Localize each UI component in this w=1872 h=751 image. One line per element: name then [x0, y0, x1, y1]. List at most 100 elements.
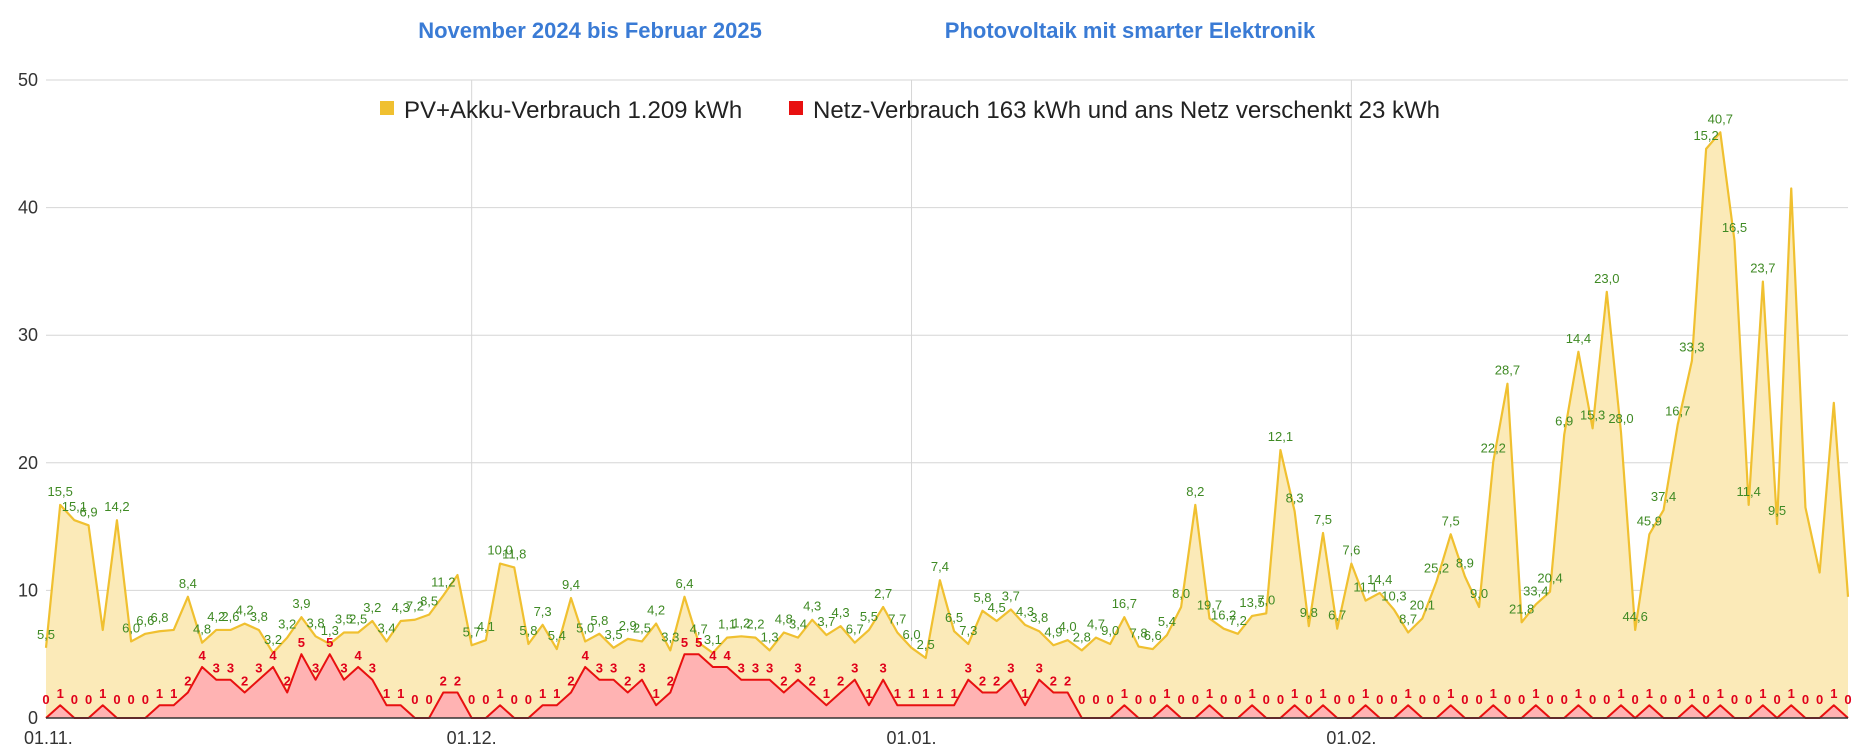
- net-data-label: 0: [1589, 692, 1596, 707]
- legend-label-net: Netz-Verbrauch 163 kWh und ans Netz vers…: [813, 97, 1440, 124]
- net-data-label: 2: [1050, 673, 1057, 688]
- pv-data-label: 28,7: [1495, 363, 1520, 378]
- net-data-label: 1: [1830, 686, 1837, 701]
- pv-data-label: 6,0: [122, 620, 140, 635]
- pv-data-label: 20,1: [1410, 597, 1435, 612]
- pv-data-label: 7,2: [406, 599, 424, 614]
- net-data-label: 1: [1248, 686, 1255, 701]
- net-data-label: 1: [908, 686, 915, 701]
- pv-data-label: 16,2: [1211, 608, 1236, 623]
- legend-swatch-pv: [380, 101, 394, 115]
- pv-data-label: 14,4: [1367, 572, 1392, 587]
- net-data-label: 2: [993, 673, 1000, 688]
- pv-data-label: 44,6: [1623, 609, 1648, 624]
- pv-data-label: 4,7: [690, 622, 708, 637]
- chart-title: November 2024 bis Februar 2025: [418, 18, 762, 43]
- net-data-label: 1: [1759, 686, 1766, 701]
- pv-data-label: 9,8: [1300, 605, 1318, 620]
- net-data-label: 0: [468, 692, 475, 707]
- net-data-label: 0: [1518, 692, 1525, 707]
- net-data-label: 4: [582, 648, 590, 663]
- net-data-label: 4: [709, 648, 717, 663]
- net-data-label: 0: [1632, 692, 1639, 707]
- pv-data-label: 3,4: [789, 617, 807, 632]
- net-data-label: 0: [142, 692, 149, 707]
- pv-data-label: 3,5: [605, 627, 623, 642]
- net-data-label: 0: [1305, 692, 1312, 707]
- net-data-label: 0: [42, 692, 49, 707]
- pv-data-label: 3,4: [377, 620, 395, 635]
- pv-data-label: 25,2: [1424, 560, 1449, 575]
- pv-data-label: 4,3: [803, 599, 821, 614]
- pv-data-label: 11,2: [431, 575, 455, 590]
- net-data-label: 1: [653, 686, 660, 701]
- pv-data-label: 23,7: [1750, 261, 1775, 276]
- pv-data-label: 3,7: [1002, 589, 1020, 604]
- pv-data-label: 5,8: [519, 623, 537, 638]
- net-data-label: 0: [1802, 692, 1809, 707]
- pv-data-label: 6,6: [136, 613, 154, 628]
- net-data-label: 1: [1405, 686, 1412, 701]
- chart-subtitle: Photovoltaik mit smarter Elektronik: [945, 18, 1316, 43]
- net-data-label: 3: [255, 661, 262, 676]
- net-data-label: 2: [780, 673, 787, 688]
- pv-data-label: 6,7: [1328, 608, 1346, 623]
- net-data-label: 0: [1419, 692, 1426, 707]
- net-data-label: 1: [1575, 686, 1582, 701]
- net-data-label: 3: [794, 661, 801, 676]
- net-data-label: 0: [1660, 692, 1667, 707]
- y-tick-label-5: 50: [18, 70, 38, 90]
- pv-data-label: 10,0: [487, 543, 512, 558]
- pv-data-label: 3,8: [250, 609, 268, 624]
- net-data-label: 2: [241, 673, 248, 688]
- pv-data-label: 7,5: [1442, 513, 1460, 528]
- net-data-label: 1: [496, 686, 503, 701]
- pv-data-label: 5,0: [576, 620, 594, 635]
- pv-area-fill: [46, 132, 1848, 718]
- net-data-label: 0: [1348, 692, 1355, 707]
- net-data-label: 1: [1362, 686, 1369, 701]
- pv-data-label: 4,7: [1087, 617, 1105, 632]
- x-tick-label-0: 01.11.: [24, 728, 73, 748]
- pv-data-label: 13,5: [1239, 595, 1264, 610]
- area-series: [44, 131, 1850, 719]
- pv-data-label: 8,5: [420, 594, 438, 609]
- pv-data-label: 2,5: [917, 637, 935, 652]
- pv-data-label: 16,7: [1665, 404, 1690, 419]
- pv-data-label: 9,5: [1768, 503, 1786, 518]
- pv-data-label: 3,2: [264, 632, 282, 647]
- net-data-label: 1: [894, 686, 901, 701]
- pv-data-label: 20,4: [1537, 571, 1562, 586]
- net-data-label: 0: [85, 692, 92, 707]
- pv-data-label: 3,2: [278, 617, 296, 632]
- net-data-label: 0: [1844, 692, 1851, 707]
- net-data-label: 0: [425, 692, 432, 707]
- net-data-label: 1: [1206, 686, 1213, 701]
- pv-data-label: 4,2: [236, 603, 254, 618]
- pv-data-label: 4,0: [1059, 619, 1077, 634]
- net-data-label: 3: [752, 661, 759, 676]
- pv-data-label: 3,1: [704, 632, 722, 647]
- net-data-label: 1: [1319, 686, 1326, 701]
- pv-data-label: 45,9: [1637, 513, 1662, 528]
- pv-data-label: 28,0: [1608, 411, 1633, 426]
- x-tick-label-1: 01.12.: [447, 728, 497, 748]
- pv-data-label: 8,9: [1456, 555, 1474, 570]
- pv-data-label: 7,0: [1257, 592, 1275, 607]
- net-data-label: 1: [383, 686, 390, 701]
- net-data-label: 3: [369, 661, 376, 676]
- pv-data-label: 4,3: [832, 605, 850, 620]
- net-data-label: 3: [227, 661, 234, 676]
- pv-data-label: 8,0: [1172, 586, 1190, 601]
- pv-data-label: 33,3: [1679, 340, 1704, 355]
- net-data-label: 1: [1021, 686, 1028, 701]
- net-data-label: 0: [1234, 692, 1241, 707]
- net-series-line: [45, 653, 1849, 719]
- net-data-label: 0: [128, 692, 135, 707]
- net-data-label: 0: [1376, 692, 1383, 707]
- net-data-label: 2: [284, 673, 291, 688]
- net-data-label: 0: [1433, 692, 1440, 707]
- net-data-label: 2: [454, 673, 461, 688]
- net-data-label: 1: [1688, 686, 1695, 701]
